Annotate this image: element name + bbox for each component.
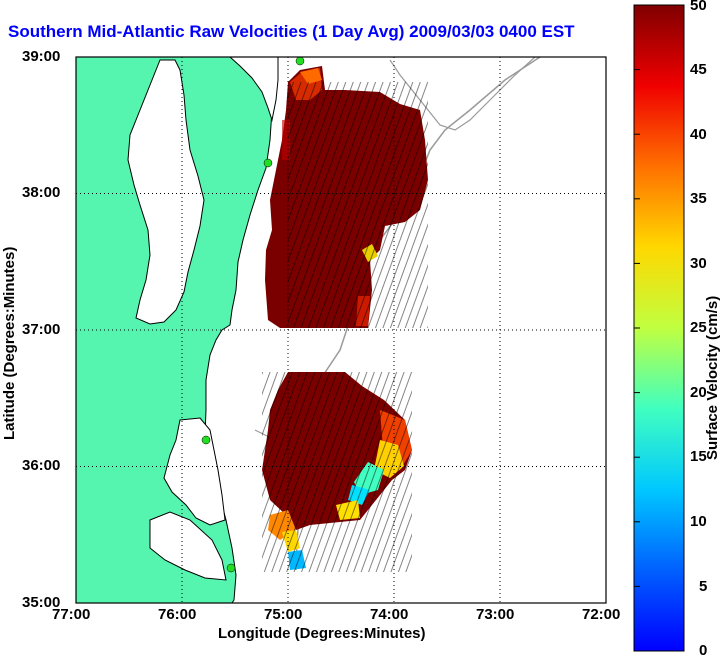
x-tick-label: 74:00 <box>370 606 409 623</box>
colorbar-tick-label: 50 <box>690 0 707 14</box>
radar-station-marker <box>263 158 273 168</box>
radar-station-marker <box>201 435 211 445</box>
colorbar-tick-label: 15 <box>690 448 707 465</box>
colorbar <box>633 4 685 652</box>
x-tick-label: 77:00 <box>52 606 91 623</box>
radar-station-marker <box>226 563 236 573</box>
y-tick-label: 38:00 <box>22 184 61 201</box>
x-tick-label: 72:00 <box>582 606 621 623</box>
colorbar-label: Surface Velocity (cm/s) <box>704 295 721 460</box>
y-axis-label: Latitude (Degrees:Minutes) <box>1 246 18 440</box>
x-tick-label: 73:00 <box>476 606 515 623</box>
x-tick-label: 76:00 <box>158 606 197 623</box>
colorbar-tick-label: 45 <box>690 61 707 78</box>
chesapeake-bay <box>127 59 205 325</box>
y-tick-label: 35:00 <box>22 594 61 611</box>
colorbar-tick-label: 20 <box>690 384 707 401</box>
colorbar-tick-label: 0 <box>699 642 708 659</box>
colorbar-tick-label: 40 <box>690 126 707 143</box>
colorbar-tick-label: 25 <box>690 319 707 336</box>
colorbar-tick-label: 35 <box>690 190 707 207</box>
x-tick-label: 75:00 <box>264 606 303 623</box>
colorbar-tick-label: 10 <box>690 513 707 530</box>
chart-title: Southern Mid-Atlantic Raw Velocities (1 … <box>8 22 575 41</box>
radar-station-marker <box>295 57 305 66</box>
y-tick-label: 36:00 <box>22 457 61 474</box>
colorbar-tick-label: 5 <box>699 578 708 595</box>
y-tick-label: 39:00 <box>22 48 61 65</box>
colorbar-tick-label: 30 <box>690 255 707 272</box>
x-axis-label: Longitude (Degrees:Minutes) <box>218 625 426 642</box>
grid-lines <box>76 57 606 603</box>
y-tick-label: 37:00 <box>22 321 61 338</box>
